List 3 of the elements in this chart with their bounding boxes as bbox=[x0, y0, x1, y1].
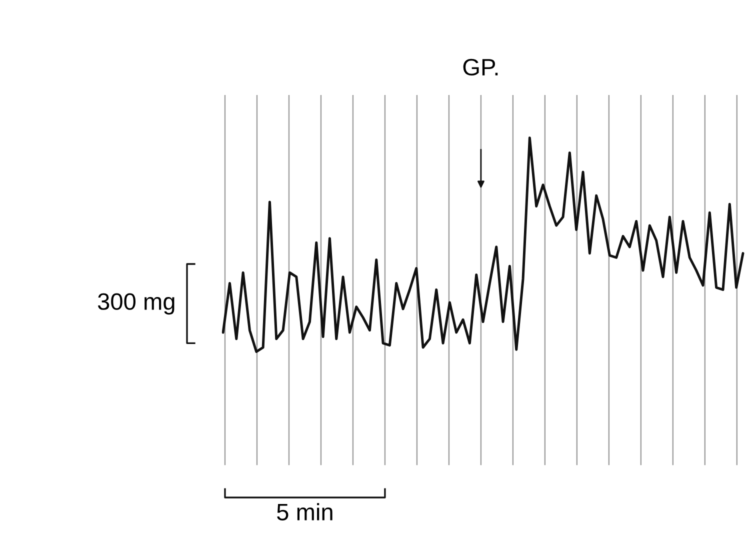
text: 300 mg bbox=[98, 293, 174, 315]
text: GP. bbox=[463, 58, 498, 76]
text: 5 min bbox=[277, 503, 332, 520]
